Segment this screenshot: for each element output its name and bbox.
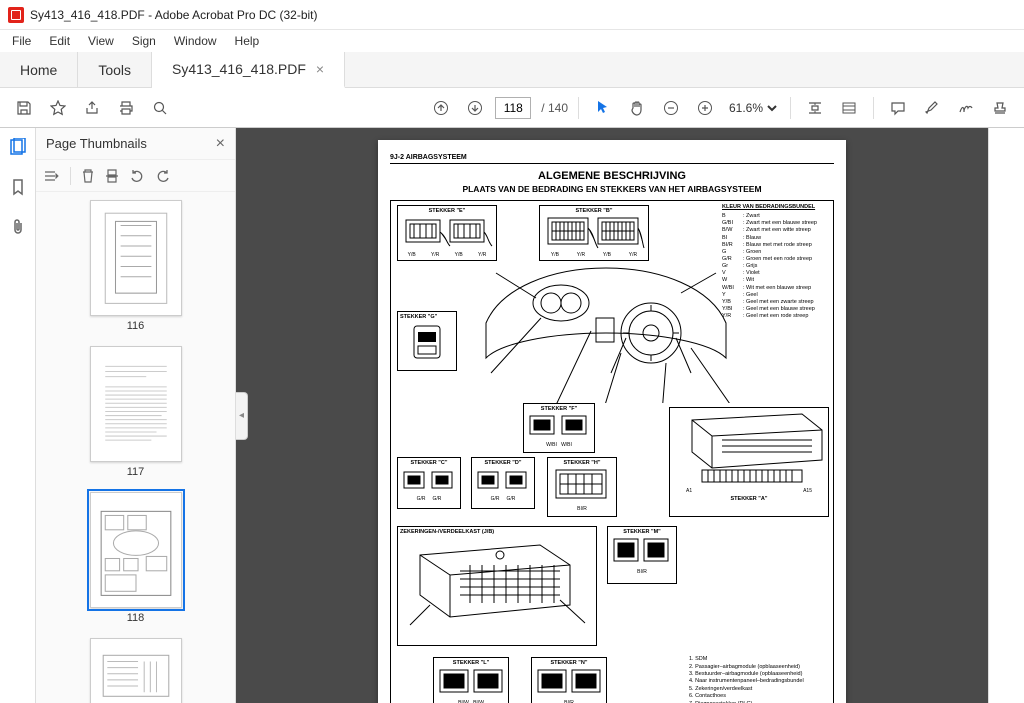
connector-box-h: STEKKER "H" BI/R	[547, 457, 617, 517]
toolbar: / 140 61.6%	[0, 88, 1024, 128]
doc-title: ALGEMENE BESCHRIJVING	[390, 170, 834, 182]
thumb-rotate-cw-icon[interactable]	[155, 168, 171, 184]
comment-icon[interactable]	[884, 94, 912, 122]
dashboard-drawing	[481, 263, 731, 403]
panel-collapse-handle[interactable]: ◂	[236, 392, 248, 440]
connector-box-e: STEKKER "E" Y/BY/RY/BY/R	[397, 205, 497, 261]
tab-document[interactable]: Sy413_416_418.PDF ×	[152, 52, 345, 88]
connector-box-c: STEKKER "C" G/R G/R	[397, 457, 461, 509]
tab-tools-label: Tools	[98, 62, 131, 78]
thumbnails-close-icon[interactable]: ×	[216, 135, 225, 153]
tab-home[interactable]: Home	[0, 52, 78, 87]
thumbnails-toolbar	[36, 160, 235, 192]
thumb-insert-icon[interactable]	[105, 168, 119, 184]
thumbnails-panel: Page Thumbnails × 116 117 118	[36, 128, 236, 703]
thumbnails-title: Page Thumbnails	[46, 136, 147, 151]
connector-box-b: STEKKER "B" Y/BY/RY/BY/R	[539, 205, 649, 261]
thumbnail-117[interactable]: 117	[36, 346, 235, 478]
tab-bar: Home Tools Sy413_416_418.PDF ×	[0, 52, 1024, 88]
thumbnails-list[interactable]: 116 117 118 119	[36, 192, 235, 703]
thumbnail-116[interactable]: 116	[36, 200, 235, 332]
zoom-out-icon[interactable]	[657, 94, 685, 122]
side-rail	[0, 128, 36, 703]
thumb-options-icon[interactable]	[44, 169, 60, 183]
right-rail	[988, 128, 1024, 703]
menu-sign[interactable]: Sign	[124, 32, 164, 50]
connector-box-g: STEKKER "G"	[397, 311, 457, 371]
menu-help[interactable]: Help	[227, 32, 268, 50]
highlight-icon[interactable]	[918, 94, 946, 122]
fuse-box: ZEKERINGEN-/VERDEELKAST (J/B)	[397, 526, 597, 646]
main-area: Page Thumbnails × 116 117 118	[0, 128, 1024, 703]
star-icon[interactable]	[44, 94, 72, 122]
thumbnail-118[interactable]: 118	[36, 492, 235, 624]
thumbnails-header: Page Thumbnails ×	[36, 128, 235, 160]
connector-box-a: A1A15 STEKKER "A"	[669, 407, 829, 517]
page-total-label: / 140	[541, 101, 568, 115]
thumbnail-label: 118	[127, 612, 145, 624]
page-number-input[interactable]	[495, 97, 531, 119]
tab-document-label: Sy413_416_418.PDF	[172, 61, 306, 77]
thumbnail-119[interactable]: 119	[36, 638, 235, 703]
tab-tools[interactable]: Tools	[78, 52, 152, 87]
numbered-legend: 1. SDM2. Passagier–airbagmodule (opblaas…	[689, 656, 829, 703]
page-section-header: 9J-2 AIRBAGSYSTEEM	[390, 154, 834, 164]
pdf-page: 9J-2 AIRBAGSYSTEEM ALGEMENE BESCHRIJVING…	[378, 140, 846, 703]
page-up-icon[interactable]	[427, 94, 455, 122]
share-icon[interactable]	[78, 94, 106, 122]
thumb-rotate-ccw-icon[interactable]	[129, 168, 145, 184]
menu-file[interactable]: File	[4, 32, 39, 50]
zoom-select[interactable]: 61.6%	[725, 97, 780, 119]
connector-box-n: STEKKER "N" BI/R	[531, 657, 607, 703]
connector-box-m: STEKKER "M" BI/R	[607, 526, 677, 584]
print-icon[interactable]	[112, 94, 140, 122]
doc-subtitle: PLAATS VAN DE BEDRADING EN STEKKERS VAN …	[390, 184, 834, 194]
menu-window[interactable]: Window	[166, 32, 225, 50]
selection-tool-icon[interactable]	[589, 94, 617, 122]
fit-width-icon[interactable]	[801, 94, 829, 122]
thumbnail-label: 116	[127, 320, 145, 332]
thumbnails-icon[interactable]	[7, 136, 29, 158]
stamp-icon[interactable]	[986, 94, 1014, 122]
connector-box-d: STEKKER "D" G/R G/R	[471, 457, 535, 509]
thumb-delete-icon[interactable]	[81, 168, 95, 184]
color-legend: KLEUR VAN BEDRADINGSBUNDEL B: ZwartG/BI:…	[722, 204, 830, 320]
sign-icon[interactable]	[952, 94, 980, 122]
document-viewport[interactable]: ◂ 9J-2 AIRBAGSYSTEEM ALGEMENE BESCHRIJVI…	[236, 128, 988, 703]
diagram-frame: STEKKER "E" Y/BY/RY/BY/R STEKKER "B" Y/B…	[390, 200, 834, 703]
tab-home-label: Home	[20, 62, 57, 78]
zoom-in-icon[interactable]	[691, 94, 719, 122]
connector-box-l: STEKKER "L" BI/W BI/W	[433, 657, 509, 703]
bookmarks-icon[interactable]	[7, 176, 29, 198]
menu-edit[interactable]: Edit	[41, 32, 78, 50]
app-icon	[8, 7, 24, 23]
hand-tool-icon[interactable]	[623, 94, 651, 122]
menu-view[interactable]: View	[80, 32, 122, 50]
title-bar: Sy413_416_418.PDF - Adobe Acrobat Pro DC…	[0, 0, 1024, 30]
fit-page-icon[interactable]	[835, 94, 863, 122]
save-icon[interactable]	[10, 94, 38, 122]
menu-bar: File Edit View Sign Window Help	[0, 30, 1024, 52]
attachments-icon[interactable]	[7, 216, 29, 238]
tab-close-icon[interactable]: ×	[316, 61, 324, 77]
page-down-icon[interactable]	[461, 94, 489, 122]
search-icon[interactable]	[146, 94, 174, 122]
thumbnail-label: 117	[127, 466, 145, 478]
connector-box-f: STEKKER "F" W/BI W/BI	[523, 403, 595, 453]
window-title: Sy413_416_418.PDF - Adobe Acrobat Pro DC…	[30, 8, 318, 22]
